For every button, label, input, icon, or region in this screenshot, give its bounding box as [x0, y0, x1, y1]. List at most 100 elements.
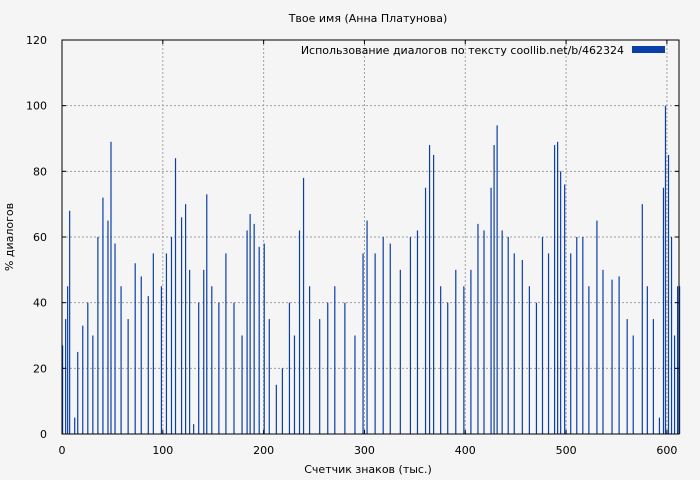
bar — [165, 253, 168, 434]
bar — [483, 230, 485, 434]
bar — [82, 325, 84, 434]
bar — [632, 335, 634, 434]
bar — [382, 237, 384, 434]
bar — [658, 417, 661, 434]
bar — [652, 319, 654, 434]
bar — [293, 335, 296, 434]
bar — [611, 279, 613, 434]
bar — [281, 368, 283, 434]
bar — [327, 302, 329, 434]
bar — [344, 302, 346, 434]
bar — [87, 302, 89, 434]
bar — [673, 335, 676, 434]
legend-swatch — [632, 46, 665, 53]
bar — [513, 253, 515, 434]
bar — [496, 125, 498, 434]
y-tick-label: 60 — [33, 231, 47, 244]
bar — [366, 220, 368, 434]
bar — [490, 187, 492, 434]
bar — [97, 237, 99, 434]
y-axis-label: % диалогов — [3, 203, 16, 271]
bar — [134, 263, 136, 434]
bar — [152, 253, 154, 434]
bar — [564, 184, 566, 434]
x-axis-label: Счетчик знаков (тыс.) — [304, 463, 432, 476]
bar — [477, 223, 479, 434]
bar — [268, 319, 270, 434]
bar — [428, 145, 431, 435]
bar — [670, 237, 673, 434]
bar — [211, 286, 213, 434]
bar — [455, 269, 457, 434]
bar — [309, 286, 311, 434]
bar — [354, 335, 356, 434]
bar — [65, 319, 67, 434]
bar — [160, 286, 163, 434]
bar — [641, 204, 643, 434]
x-tick-label: 200 — [253, 444, 274, 457]
bar — [501, 230, 503, 434]
bar — [288, 302, 291, 434]
y-tick-label: 120 — [26, 34, 47, 47]
bar — [399, 269, 401, 434]
bar — [147, 296, 149, 434]
y-tick-label: 100 — [26, 100, 47, 113]
bar — [334, 286, 336, 434]
bar — [646, 286, 648, 434]
bar — [184, 204, 187, 434]
bar — [570, 253, 572, 434]
bar — [92, 335, 94, 434]
bar — [409, 237, 412, 434]
x-axis: 0 100 200 300 400 500 600 — [59, 40, 677, 457]
bar — [424, 187, 427, 434]
bar — [249, 214, 251, 434]
bar — [302, 177, 305, 434]
bar — [253, 223, 255, 434]
bar — [602, 269, 604, 434]
bar — [662, 187, 665, 434]
bar — [596, 220, 598, 434]
bar — [493, 145, 495, 435]
bar — [416, 230, 419, 434]
y-tick-label: 20 — [33, 362, 47, 375]
bar — [440, 286, 442, 434]
bar — [433, 154, 435, 434]
bar-series — [62, 105, 681, 435]
bar — [275, 384, 277, 434]
y-tick-label: 40 — [33, 297, 47, 310]
bar — [618, 276, 620, 434]
bar — [560, 171, 562, 435]
bar — [225, 253, 227, 434]
bar — [588, 286, 590, 434]
bar — [362, 253, 364, 434]
y-tick-label: 0 — [40, 428, 47, 441]
bar — [140, 276, 142, 434]
bar — [298, 230, 301, 434]
bar — [541, 237, 544, 434]
bar — [203, 269, 205, 434]
bar — [198, 302, 200, 434]
x-tick-label: 600 — [656, 444, 677, 457]
bar — [664, 105, 667, 435]
bar — [102, 197, 104, 434]
bar — [521, 259, 523, 434]
bar — [576, 237, 578, 434]
legend: Использование диалогов по тексту coollib… — [301, 44, 665, 57]
bar — [62, 345, 64, 434]
bar — [389, 243, 391, 434]
bar — [107, 220, 109, 434]
bar — [582, 237, 584, 434]
bar — [676, 286, 679, 434]
bar — [241, 335, 243, 434]
bar — [69, 210, 71, 434]
x-tick-label: 300 — [354, 444, 375, 457]
bar — [667, 154, 670, 434]
x-tick-label: 400 — [455, 444, 476, 457]
bar — [67, 286, 69, 434]
x-tick-label: 0 — [59, 444, 66, 457]
y-tick-label: 80 — [33, 165, 47, 178]
bar — [528, 286, 530, 434]
chart-title: Твое имя (Анна Платунова) — [288, 12, 448, 25]
